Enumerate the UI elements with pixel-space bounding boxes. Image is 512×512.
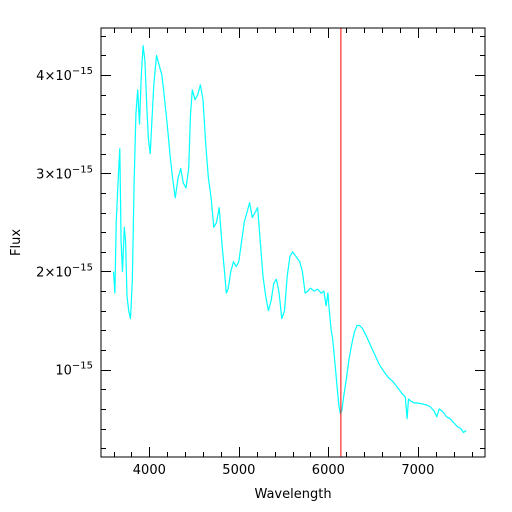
y-axis-label: Flux [9,229,24,256]
x-tick-label: 7000 [401,463,434,478]
axis-ticks [101,28,485,457]
spectrum-line [112,45,467,434]
plot-frame [100,27,486,458]
x-tick-label: 6000 [312,463,345,478]
y-tick-label: 3×10−15 [36,164,93,182]
x-tick-label: 4000 [133,463,166,478]
x-axis-label: Wavelength [254,487,331,502]
y-tick-label: 4×10−15 [36,66,93,84]
x-tick-label: 5000 [222,463,255,478]
tick-labels: 4000 5000 6000 7000 10−15 2×10−15 3×10−15 4×10−… [36,66,434,478]
y-tick-label: 2×10−15 [36,262,93,280]
plot-area [112,28,467,457]
y-tick-label: 10−15 [55,361,93,379]
